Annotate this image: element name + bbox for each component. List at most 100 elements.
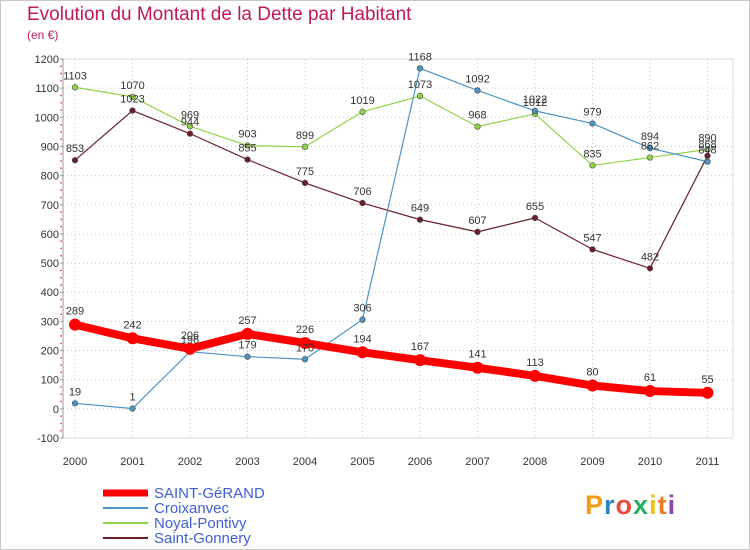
y-minor-tick <box>60 415 62 418</box>
y-minor-tick <box>60 335 62 337</box>
series-line-noyal-pontivy <box>74 86 709 167</box>
y-minor-tick <box>60 386 62 388</box>
data-label: 1012 <box>523 97 547 109</box>
data-point <box>184 342 196 355</box>
data-label: 868 <box>698 139 716 151</box>
data-label: 196 <box>181 335 199 347</box>
y-minor-tick <box>60 72 62 75</box>
data-label: 1019 <box>350 95 374 107</box>
data-point <box>244 353 251 360</box>
y-tick-label: -100 <box>37 433 59 445</box>
y-tick-label: 900 <box>41 141 59 153</box>
y-minor-tick <box>60 422 62 425</box>
y-tick-label: 800 <box>41 171 59 183</box>
legend-label: Noyal-Pontivy <box>154 515 247 532</box>
data-point <box>69 318 81 331</box>
data-point <box>244 156 251 163</box>
data-point <box>471 361 484 374</box>
y-minor-tick <box>60 160 62 162</box>
data-label: 848 <box>698 145 716 157</box>
data-point <box>474 87 481 94</box>
data-point <box>359 199 366 207</box>
data-point <box>704 146 711 153</box>
data-label: 167 <box>411 341 429 353</box>
data-point <box>701 386 714 399</box>
y-minor-tick <box>60 305 62 308</box>
data-label: 706 <box>353 186 371 198</box>
y-tick-label: 600 <box>41 229 59 241</box>
data-point <box>301 179 309 187</box>
data-labels: 8531023944855775706649607655547482868110… <box>63 51 717 403</box>
x-tick-label: 2010 <box>638 456 662 468</box>
data-label: 242 <box>123 319 141 331</box>
data-label: 194 <box>353 333 371 345</box>
logo-letter: i <box>667 490 677 520</box>
data-point <box>129 107 136 114</box>
data-label: 179 <box>238 340 256 352</box>
data-point <box>244 142 251 149</box>
data-point <box>71 400 79 407</box>
x-tick-label: 2007 <box>465 456 489 468</box>
data-point <box>359 316 366 323</box>
x-tick-label: 2000 <box>63 456 87 468</box>
data-label: 775 <box>296 166 314 178</box>
data-label: 1 <box>129 392 135 404</box>
x-tick-label: 2011 <box>696 456 720 468</box>
data-label: 1023 <box>120 94 144 106</box>
y-minor-tick <box>60 284 62 286</box>
data-label: 968 <box>468 110 486 122</box>
y-minor-tick <box>60 247 62 250</box>
y-minor-tick <box>60 400 62 403</box>
y-minor-tick <box>60 276 62 279</box>
data-label: 289 <box>66 306 84 318</box>
logo-letter: r <box>604 490 616 520</box>
data-point <box>531 214 539 221</box>
logo-letter: P <box>585 490 605 520</box>
data-label: 482 <box>641 251 659 263</box>
data-label: 80 <box>586 367 598 379</box>
y-tick-label: 1000 <box>35 112 59 124</box>
y-minor-tick <box>60 94 62 97</box>
legend-label: Saint-Gonnery <box>154 530 251 547</box>
data-label: 113 <box>526 357 544 369</box>
data-point <box>126 332 139 345</box>
series-group <box>69 65 714 412</box>
data-point <box>186 123 194 130</box>
data-label: 19 <box>69 386 81 398</box>
data-label: 969 <box>181 109 199 121</box>
x-tick-label: 2001 <box>120 456 144 468</box>
plot-area <box>62 58 734 439</box>
data-label: 226 <box>296 324 314 336</box>
data-point <box>71 84 79 91</box>
y-tick-label: 500 <box>41 258 59 270</box>
data-label: 944 <box>181 117 199 129</box>
y-minor-tick <box>60 218 62 221</box>
data-label: 862 <box>641 141 659 153</box>
logo-letter: x <box>633 490 650 520</box>
data-point <box>301 143 309 150</box>
data-point <box>71 157 79 164</box>
data-label: 257 <box>238 315 256 327</box>
x-tick-label: 2009 <box>580 456 604 468</box>
y-minor-tick <box>60 130 62 133</box>
y-minor-tick <box>60 138 62 141</box>
y-minor-tick <box>60 269 62 272</box>
data-label: 1022 <box>523 94 547 106</box>
data-label: 855 <box>238 143 256 155</box>
y-tick-label: 300 <box>41 316 59 328</box>
y-tick-label: 0 <box>53 404 59 416</box>
y-tick-label: 100 <box>41 375 59 387</box>
data-label: 170 <box>296 342 314 354</box>
y-minor-tick <box>60 254 62 257</box>
data-point <box>646 265 654 272</box>
legend-label: Croixanvec <box>154 500 230 517</box>
series-line-croixanvec <box>74 67 709 410</box>
data-label: 979 <box>583 106 601 118</box>
y-minor-tick <box>60 211 62 213</box>
data-point <box>416 92 424 100</box>
y-minor-tick <box>60 342 62 345</box>
y-minor-tick <box>60 298 62 301</box>
logo-letter: o <box>615 490 634 520</box>
data-label: 607 <box>468 215 486 227</box>
